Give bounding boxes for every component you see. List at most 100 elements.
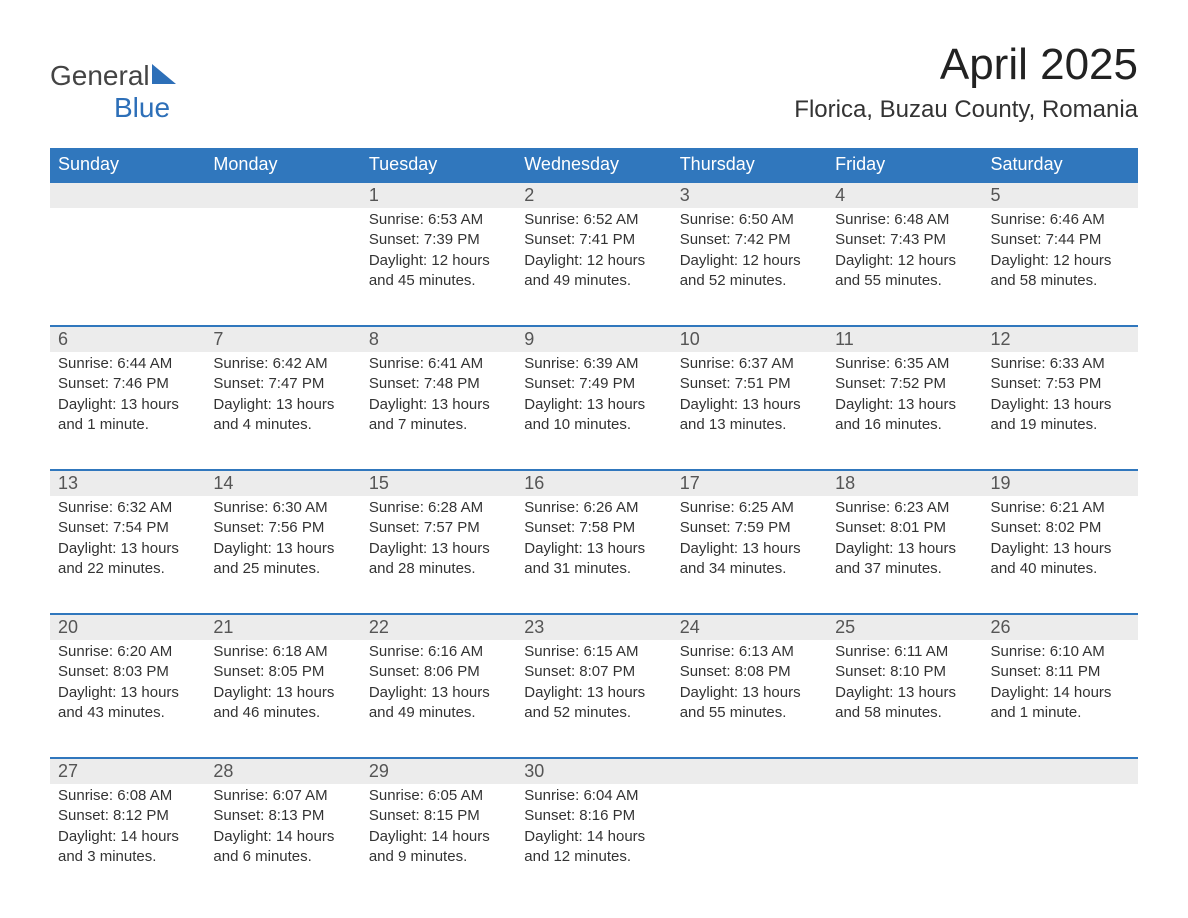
day-sr: Sunrise: 6:50 AM <box>680 210 819 230</box>
day-number-cell: 14 <box>205 470 360 496</box>
day-sr: Sunrise: 6:35 AM <box>835 354 974 374</box>
day-number-cell: 23 <box>516 614 671 640</box>
day-ss: Sunset: 7:49 PM <box>524 374 663 394</box>
day-content-cell: Sunrise: 6:53 AMSunset: 7:39 PMDaylight:… <box>361 208 516 326</box>
day-sr: Sunrise: 6:18 AM <box>213 642 352 662</box>
day-ss: Sunset: 8:12 PM <box>58 806 197 826</box>
day-ss: Sunset: 7:51 PM <box>680 374 819 394</box>
day-ss: Sunset: 7:46 PM <box>58 374 197 394</box>
day-d1: Daylight: 13 hours <box>369 539 508 559</box>
day-sr: Sunrise: 6:39 AM <box>524 354 663 374</box>
day-ss: Sunset: 7:48 PM <box>369 374 508 394</box>
weekday-header: Thursday <box>672 148 827 182</box>
day-sr: Sunrise: 6:11 AM <box>835 642 974 662</box>
day-content-cell: Sunrise: 6:15 AMSunset: 8:07 PMDaylight:… <box>516 640 671 758</box>
day-number-cell: 16 <box>516 470 671 496</box>
day-d1: Daylight: 14 hours <box>991 683 1130 703</box>
day-d2: and 22 minutes. <box>58 559 197 579</box>
day-d2: and 55 minutes. <box>835 271 974 291</box>
logo: General Blue <box>50 60 176 124</box>
day-number-cell: 19 <box>983 470 1138 496</box>
day-d1: Daylight: 13 hours <box>991 395 1130 415</box>
day-content-cell: Sunrise: 6:13 AMSunset: 8:08 PMDaylight:… <box>672 640 827 758</box>
day-content-cell: Sunrise: 6:41 AMSunset: 7:48 PMDaylight:… <box>361 352 516 470</box>
day-d2: and 13 minutes. <box>680 415 819 435</box>
day-content-cell: Sunrise: 6:08 AMSunset: 8:12 PMDaylight:… <box>50 784 205 902</box>
day-ss: Sunset: 7:47 PM <box>213 374 352 394</box>
day-ss: Sunset: 7:58 PM <box>524 518 663 538</box>
day-number-cell: 1 <box>361 182 516 208</box>
day-content-cell <box>672 784 827 902</box>
day-content-cell <box>205 208 360 326</box>
day-content-cell: Sunrise: 6:07 AMSunset: 8:13 PMDaylight:… <box>205 784 360 902</box>
day-content-cell: Sunrise: 6:21 AMSunset: 8:02 PMDaylight:… <box>983 496 1138 614</box>
day-content-cell: Sunrise: 6:44 AMSunset: 7:46 PMDaylight:… <box>50 352 205 470</box>
day-content-cell: Sunrise: 6:23 AMSunset: 8:01 PMDaylight:… <box>827 496 982 614</box>
week-daynum-row: 12345 <box>50 182 1138 208</box>
day-content-cell: Sunrise: 6:39 AMSunset: 7:49 PMDaylight:… <box>516 352 671 470</box>
month-title: April 2025 <box>794 40 1138 90</box>
day-sr: Sunrise: 6:23 AM <box>835 498 974 518</box>
day-ss: Sunset: 7:52 PM <box>835 374 974 394</box>
day-content-cell: Sunrise: 6:05 AMSunset: 8:15 PMDaylight:… <box>361 784 516 902</box>
day-d2: and 9 minutes. <box>369 847 508 867</box>
week-content-row: Sunrise: 6:32 AMSunset: 7:54 PMDaylight:… <box>50 496 1138 614</box>
day-sr: Sunrise: 6:04 AM <box>524 786 663 806</box>
day-content-cell: Sunrise: 6:04 AMSunset: 8:16 PMDaylight:… <box>516 784 671 902</box>
day-d2: and 49 minutes. <box>369 703 508 723</box>
day-sr: Sunrise: 6:52 AM <box>524 210 663 230</box>
day-sr: Sunrise: 6:37 AM <box>680 354 819 374</box>
day-content-cell: Sunrise: 6:18 AMSunset: 8:05 PMDaylight:… <box>205 640 360 758</box>
day-ss: Sunset: 7:39 PM <box>369 230 508 250</box>
day-number-cell <box>672 758 827 784</box>
day-d2: and 40 minutes. <box>991 559 1130 579</box>
logo-part1: General <box>50 60 150 91</box>
day-number-cell: 28 <box>205 758 360 784</box>
day-content-cell: Sunrise: 6:26 AMSunset: 7:58 PMDaylight:… <box>516 496 671 614</box>
day-number-cell: 30 <box>516 758 671 784</box>
day-ss: Sunset: 8:01 PM <box>835 518 974 538</box>
day-d1: Daylight: 13 hours <box>991 539 1130 559</box>
day-ss: Sunset: 8:16 PM <box>524 806 663 826</box>
day-d2: and 52 minutes. <box>680 271 819 291</box>
day-content-cell: Sunrise: 6:30 AMSunset: 7:56 PMDaylight:… <box>205 496 360 614</box>
day-d2: and 3 minutes. <box>58 847 197 867</box>
week-content-row: Sunrise: 6:20 AMSunset: 8:03 PMDaylight:… <box>50 640 1138 758</box>
day-d1: Daylight: 13 hours <box>680 539 819 559</box>
day-d2: and 31 minutes. <box>524 559 663 579</box>
day-sr: Sunrise: 6:44 AM <box>58 354 197 374</box>
day-number-cell: 12 <box>983 326 1138 352</box>
weekday-header: Saturday <box>983 148 1138 182</box>
day-d2: and 43 minutes. <box>58 703 197 723</box>
day-d1: Daylight: 14 hours <box>213 827 352 847</box>
day-d2: and 10 minutes. <box>524 415 663 435</box>
day-d1: Daylight: 13 hours <box>369 395 508 415</box>
day-sr: Sunrise: 6:21 AM <box>991 498 1130 518</box>
day-number-cell: 6 <box>50 326 205 352</box>
day-d1: Daylight: 12 hours <box>524 251 663 271</box>
day-content-cell: Sunrise: 6:50 AMSunset: 7:42 PMDaylight:… <box>672 208 827 326</box>
day-d2: and 19 minutes. <box>991 415 1130 435</box>
logo-part2: Blue <box>114 92 170 123</box>
day-content-cell: Sunrise: 6:52 AMSunset: 7:41 PMDaylight:… <box>516 208 671 326</box>
day-d1: Daylight: 13 hours <box>213 683 352 703</box>
day-ss: Sunset: 8:11 PM <box>991 662 1130 682</box>
day-d2: and 12 minutes. <box>524 847 663 867</box>
day-content-cell: Sunrise: 6:33 AMSunset: 7:53 PMDaylight:… <box>983 352 1138 470</box>
day-content-cell: Sunrise: 6:35 AMSunset: 7:52 PMDaylight:… <box>827 352 982 470</box>
day-number-cell: 21 <box>205 614 360 640</box>
day-number-cell <box>205 182 360 208</box>
day-d1: Daylight: 13 hours <box>680 395 819 415</box>
day-number-cell: 15 <box>361 470 516 496</box>
day-content-cell <box>827 784 982 902</box>
day-sr: Sunrise: 6:30 AM <box>213 498 352 518</box>
day-content-cell: Sunrise: 6:16 AMSunset: 8:06 PMDaylight:… <box>361 640 516 758</box>
day-d1: Daylight: 13 hours <box>58 539 197 559</box>
day-d2: and 28 minutes. <box>369 559 508 579</box>
day-sr: Sunrise: 6:16 AM <box>369 642 508 662</box>
day-content-cell: Sunrise: 6:42 AMSunset: 7:47 PMDaylight:… <box>205 352 360 470</box>
day-ss: Sunset: 8:15 PM <box>369 806 508 826</box>
weekday-header-row: SundayMondayTuesdayWednesdayThursdayFrid… <box>50 148 1138 182</box>
day-number-cell: 5 <box>983 182 1138 208</box>
day-d2: and 1 minute. <box>991 703 1130 723</box>
